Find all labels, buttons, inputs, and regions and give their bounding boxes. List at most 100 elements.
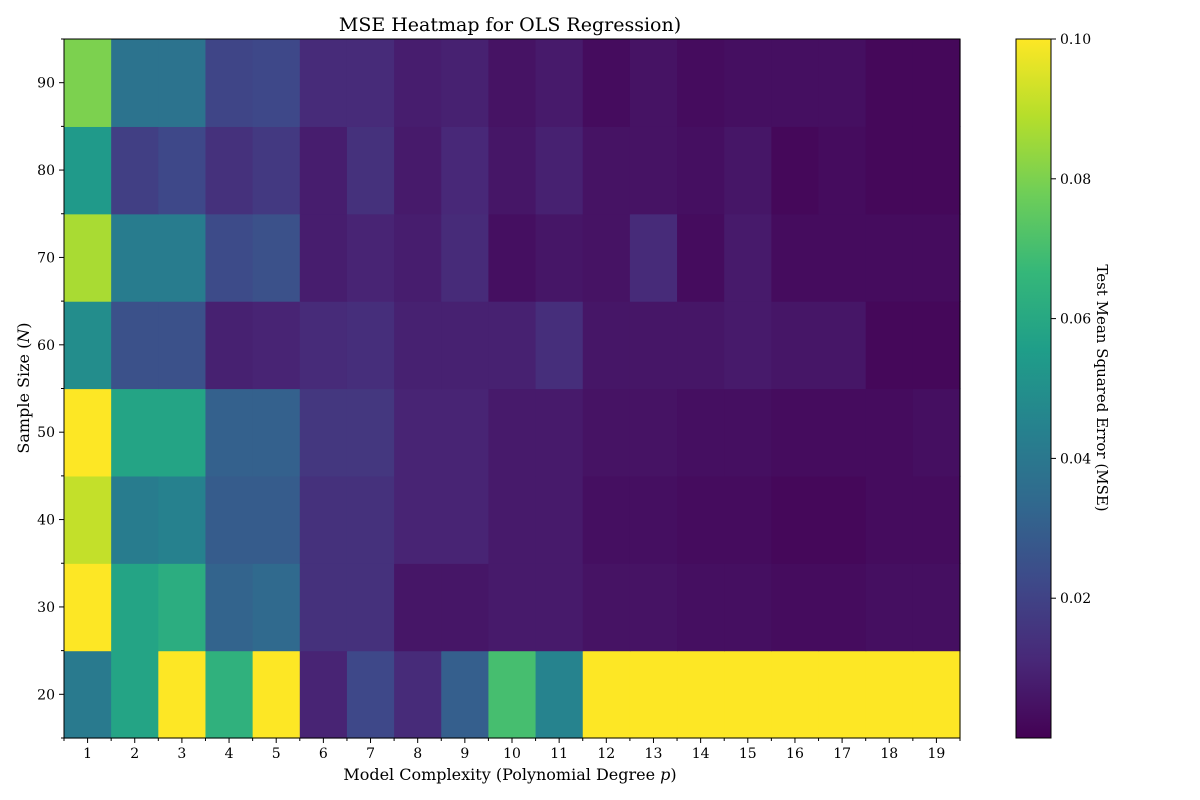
heatmap-cell-n90-p15: [724, 39, 772, 127]
heatmap-cell-n50-p3: [158, 388, 207, 477]
heatmap-cell-n20-p10: [488, 650, 537, 739]
heatmap-cell-n50-p13: [629, 388, 678, 477]
heatmap-cell-n90-p12: [582, 39, 631, 127]
heatmap-cell-n70-p7: [346, 213, 395, 302]
heatmap-cell-n30-p8: [394, 563, 442, 652]
heatmap-cell-n40-p12: [582, 475, 631, 564]
heatmap-cell-n50-p8: [394, 388, 442, 477]
heatmap-cell-n20-p2: [111, 650, 159, 739]
heatmap-cell-n60-p6: [299, 301, 348, 390]
heatmap-cell-n40-p16: [771, 475, 820, 564]
heatmap-cell-n50-p2: [111, 388, 159, 477]
heatmap-cell-n90-p17: [818, 39, 867, 127]
heatmap-cell-n70-p18: [865, 213, 914, 302]
heatmap-cell-n70-p8: [394, 213, 442, 302]
heatmap-cell-n20-p12: [582, 650, 631, 739]
heatmap-cell-n50-p9: [441, 388, 490, 477]
heatmap-cell-n70-p10: [488, 213, 537, 302]
heatmap-cell-n50-p17: [818, 388, 867, 477]
y-tick-label: 40: [37, 513, 55, 529]
heatmap-cell-n90-p13: [629, 39, 678, 127]
heatmap-cell-n60-p14: [677, 301, 725, 390]
colorbar-ticks: 0.02 0.04 0.06 0.08 0.10: [1051, 32, 1091, 607]
heatmap-cell-n30-p7: [346, 563, 395, 652]
heatmap-cell-n60-p17: [818, 301, 867, 390]
heatmap-cell-n70-p16: [771, 213, 820, 302]
heatmap-cell-n50-p5: [252, 388, 301, 477]
heatmap-cell-n40-p7: [346, 475, 395, 564]
heatmap-cell-n90-p9: [441, 39, 490, 127]
heatmap-cell-n50-p12: [582, 388, 631, 477]
heatmap-cell-n90-p3: [158, 39, 207, 127]
x-tick-label: 10: [503, 746, 521, 762]
heatmap-cell-n30-p9: [441, 563, 490, 652]
heatmap-cell-n80-p15: [724, 126, 772, 215]
heatmap-cell-n90-p7: [346, 39, 395, 127]
heatmap-cell-n80-p4: [205, 126, 254, 215]
heatmap-cell-n90-p2: [111, 39, 159, 127]
heatmap-cell-n20-p3: [158, 650, 207, 739]
y-tick-label: 90: [37, 76, 55, 92]
heatmap-cell-n20-p9: [441, 650, 490, 739]
heatmap-cell-n40-p6: [299, 475, 348, 564]
x-axis-ticks: 1 2 3 4 5 6 7 8 9 10 11 12 13 14 15 16 17 18 19: [63, 738, 961, 762]
x-tick-label: 19: [928, 746, 946, 762]
heatmap-cell-n60-p1: [64, 301, 112, 390]
heatmap-cell-n80-p9: [441, 126, 490, 215]
heatmap-cell-n40-p5: [252, 475, 301, 564]
colorbar-tick-label: 0.06: [1060, 312, 1091, 328]
heatmap-cell-n50-p1: [64, 388, 112, 477]
x-tick-label: 8: [413, 746, 422, 762]
y-axis-ticks: 20 30 40 50 60 70 80 90: [37, 38, 64, 739]
heatmap-cell-n60-p16: [771, 301, 820, 390]
heatmap-cell-n30-p17: [818, 563, 867, 652]
colorbar-tick-label: 0.02: [1060, 591, 1091, 607]
x-tick-label: 11: [550, 746, 568, 762]
x-tick-label: 3: [177, 746, 186, 762]
x-tick-label: 9: [460, 746, 469, 762]
x-tick-label: 15: [739, 746, 757, 762]
heatmap-cell-n80-p14: [677, 126, 725, 215]
heatmap-cell-n20-p6: [299, 650, 348, 739]
x-tick-label: 17: [833, 746, 851, 762]
heatmap-cell-n70-p14: [677, 213, 725, 302]
heatmap-cell-n30-p10: [488, 563, 537, 652]
heatmap-cell-n20-p13: [629, 650, 678, 739]
x-tick-label: 4: [225, 746, 234, 762]
heatmap-cell-n20-p17: [818, 650, 867, 739]
heatmap-cell-n60-p19: [912, 301, 961, 390]
heatmap-cell-n60-p11: [535, 301, 584, 390]
heatmap-cell-n40-p11: [535, 475, 584, 564]
heatmap-cell-n30-p3: [158, 563, 207, 652]
heatmap-cell-n40-p15: [724, 475, 772, 564]
heatmap-cell-n70-p9: [441, 213, 490, 302]
heatmap-cell-n60-p4: [205, 301, 254, 390]
heatmap-cell-n20-p18: [865, 650, 914, 739]
x-tick-label: 5: [272, 746, 281, 762]
heatmap-cell-n20-p16: [771, 650, 820, 739]
y-tick-label: 80: [37, 163, 55, 179]
heatmap-cell-n60-p7: [346, 301, 395, 390]
heatmap-cell-n40-p17: [818, 475, 867, 564]
heatmap-cell-n50-p6: [299, 388, 348, 477]
heatmap-cell-n60-p2: [111, 301, 159, 390]
heatmap-cell-n30-p19: [912, 563, 961, 652]
heatmap-cell-n60-p3: [158, 301, 207, 390]
heatmap-cell-n40-p4: [205, 475, 254, 564]
heatmap-cell-n20-p11: [535, 650, 584, 739]
heatmap-cell-n70-p2: [111, 213, 159, 302]
y-tick-label: 30: [37, 600, 55, 616]
heatmap-cell-n80-p6: [299, 126, 348, 215]
heatmap-cell-n70-p1: [64, 213, 112, 302]
heatmap-cell-n60-p9: [441, 301, 490, 390]
heatmap-cell-n30-p1: [64, 563, 112, 652]
heatmap-cell-n70-p15: [724, 213, 772, 302]
heatmap-cell-n70-p4: [205, 213, 254, 302]
heatmap-cell-n80-p8: [394, 126, 442, 215]
heatmap-cell-n80-p17: [818, 126, 867, 215]
heatmap-cell-n50-p14: [677, 388, 725, 477]
heatmap-cell-n60-p18: [865, 301, 914, 390]
heatmap-cell-n80-p16: [771, 126, 820, 215]
heatmap-cell-n30-p15: [724, 563, 772, 652]
heatmap-cell-n90-p5: [252, 39, 301, 127]
